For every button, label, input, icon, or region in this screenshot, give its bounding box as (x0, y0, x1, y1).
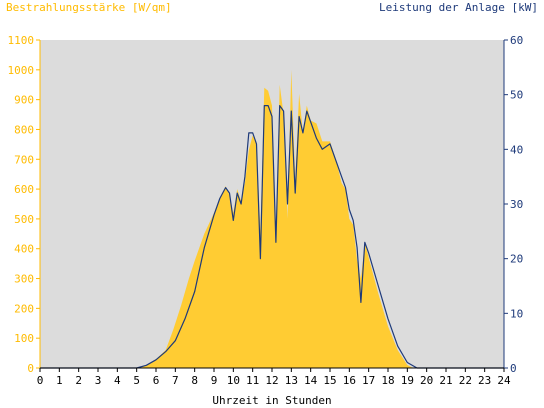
power-line-group (40, 105, 504, 369)
left-tick-label: 1100 (8, 34, 35, 47)
x-tick-label: 14 (304, 374, 318, 387)
left-tick-label: 200 (14, 302, 34, 315)
power-line (40, 105, 504, 369)
left-tick-label: 800 (14, 123, 34, 136)
x-tick-label: 23 (478, 374, 491, 387)
x-tick-label: 8 (191, 374, 198, 387)
right-tick-label: 50 (510, 89, 523, 102)
left-tick-label: 100 (14, 332, 34, 345)
ticks-group: 0100200300400500600700800900100011000102… (8, 34, 524, 387)
right-tick-label: 20 (510, 253, 523, 266)
left-tick-label: 700 (14, 153, 34, 166)
right-tick-label: 10 (510, 307, 523, 320)
x-tick-label: 4 (114, 374, 121, 387)
x-tick-label: 22 (459, 374, 472, 387)
x-tick-label: 1 (56, 374, 63, 387)
right-tick-label: 60 (510, 34, 523, 47)
x-tick-label: 20 (420, 374, 433, 387)
x-tick-label: 6 (153, 374, 160, 387)
x-tick-label: 5 (133, 374, 140, 387)
x-axis-title: Uhrzeit in Stunden (212, 394, 332, 407)
left-tick-label: 0 (27, 362, 34, 375)
x-tick-label: 24 (497, 374, 511, 387)
x-tick-label: 3 (95, 374, 102, 387)
x-tick-label: 18 (381, 374, 394, 387)
x-tick-label: 2 (75, 374, 82, 387)
right-tick-label: 40 (510, 143, 523, 156)
left-tick-label: 300 (14, 273, 34, 286)
x-tick-label: 11 (246, 374, 259, 387)
x-tick-label: 12 (265, 374, 278, 387)
x-tick-label: 16 (343, 374, 356, 387)
x-tick-label: 17 (362, 374, 375, 387)
x-tick-label: 13 (285, 374, 298, 387)
x-tick-label: 15 (323, 374, 336, 387)
left-tick-label: 900 (14, 94, 34, 107)
left-axis-title: Bestrahlungsstärke [W/qm] (6, 1, 172, 14)
right-tick-label: 0 (510, 362, 517, 375)
left-tick-label: 600 (14, 183, 34, 196)
x-tick-label: 19 (401, 374, 414, 387)
right-axis-title: Leistung der Anlage [kW] (379, 1, 538, 14)
x-tick-label: 0 (37, 374, 44, 387)
left-tick-label: 500 (14, 213, 34, 226)
left-tick-label: 400 (14, 243, 34, 256)
left-tick-label: 1000 (8, 64, 35, 77)
x-tick-label: 9 (211, 374, 218, 387)
right-tick-label: 30 (510, 198, 523, 211)
x-tick-label: 7 (172, 374, 179, 387)
x-tick-label: 10 (227, 374, 240, 387)
x-tick-label: 21 (439, 374, 452, 387)
